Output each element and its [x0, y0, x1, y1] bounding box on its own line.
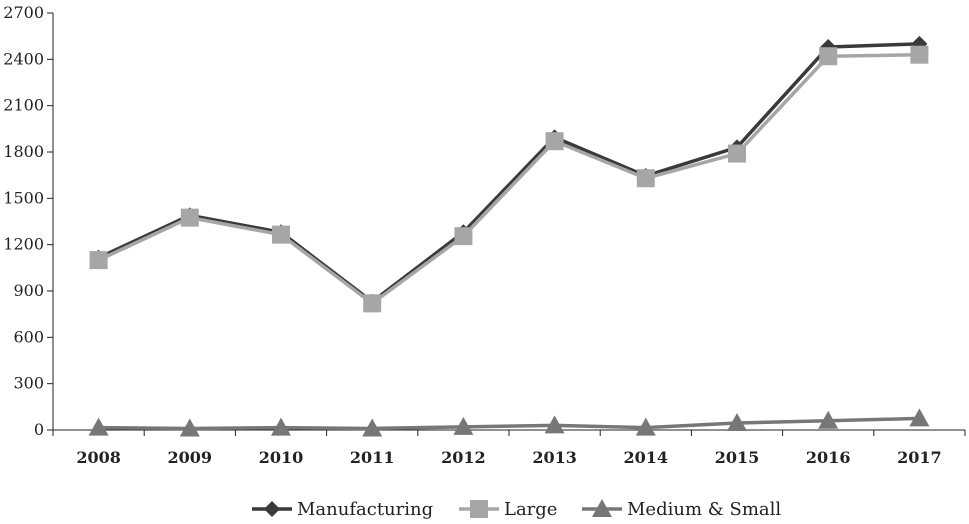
data-point-medium-small — [544, 415, 565, 434]
data-point-large — [272, 225, 290, 244]
legend-label-large: Large — [504, 499, 557, 520]
data-point-medium-small — [909, 408, 930, 427]
legend-label-manufacturing: Manufacturing — [297, 499, 433, 520]
legend-label-medium-small: Medium & Small — [627, 499, 781, 520]
legend-marker-manufacturing — [264, 501, 280, 517]
data-point-large — [636, 169, 655, 188]
data-point-medium-small — [179, 418, 200, 437]
x-tick-label: 2010 — [259, 448, 304, 467]
data-point-large — [180, 208, 199, 227]
x-tick-label: 2012 — [441, 448, 486, 467]
x-tick-label: 2011 — [350, 448, 395, 467]
x-tick-label: 2014 — [624, 448, 669, 467]
data-point-medium-small — [727, 413, 747, 432]
y-tick-label: 1500 — [3, 188, 44, 207]
data-point-large — [819, 47, 838, 66]
x-tick-label: 2016 — [806, 448, 851, 467]
data-point-large — [728, 144, 746, 163]
data-point-medium-small — [453, 416, 474, 435]
data-point-large — [454, 227, 473, 246]
y-axis-ticks: 0 300 600 900 1200 1500 1800 2100 2400 2700 — [3, 3, 53, 439]
y-tick-label: 900 — [13, 281, 44, 300]
legend: Manufacturing Large Medium & Small — [252, 499, 781, 520]
y-tick-label: 0 — [34, 420, 44, 439]
x-tick-label: 2013 — [532, 448, 577, 467]
y-tick-label: 2100 — [3, 96, 44, 115]
y-tick-label: 1800 — [3, 142, 44, 161]
data-point-medium-small — [818, 410, 839, 429]
series-group — [88, 35, 930, 437]
x-axis-ticks: 2008 2009 2010 2011 2012 2013 2014 2015 2016 2017 — [52, 430, 966, 467]
x-tick-label: 2009 — [168, 448, 213, 467]
legend-marker-large — [470, 500, 488, 518]
data-point-medium-small — [362, 418, 383, 437]
data-point-large — [545, 132, 564, 151]
data-point-medium-small — [635, 417, 656, 436]
y-tick-label: 300 — [13, 374, 44, 393]
data-point-medium-small — [271, 417, 291, 436]
x-tick-label: 2008 — [76, 448, 121, 467]
data-point-medium-small — [88, 417, 109, 436]
x-tick-label: 2015 — [715, 448, 760, 467]
series-line-large — [97, 52, 920, 306]
legend-marker-medium-small — [592, 499, 612, 517]
data-point-large — [910, 45, 929, 64]
data-point-large — [89, 251, 108, 270]
x-tick-label: 2017 — [897, 448, 942, 467]
data-point-large — [363, 294, 382, 313]
y-tick-label: 2400 — [3, 49, 44, 68]
series-line-medium-small — [98, 416, 920, 431]
y-tick-label: 600 — [13, 327, 44, 346]
y-tick-label: 2700 — [3, 3, 44, 22]
y-tick-label: 1200 — [3, 235, 44, 254]
series-line-manufacturing — [97, 42, 920, 304]
